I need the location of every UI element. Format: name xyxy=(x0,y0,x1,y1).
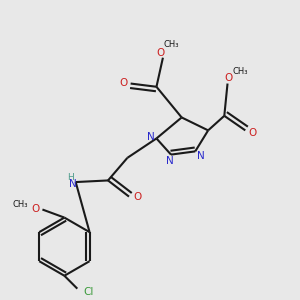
Text: CH₃: CH₃ xyxy=(233,67,248,76)
Text: O: O xyxy=(120,78,128,88)
Text: N: N xyxy=(69,179,77,189)
Text: O: O xyxy=(157,47,165,58)
Text: Cl: Cl xyxy=(83,287,94,297)
Text: O: O xyxy=(248,128,257,138)
Text: N: N xyxy=(197,151,205,161)
Text: O: O xyxy=(224,73,232,83)
Text: CH₃: CH₃ xyxy=(163,40,179,49)
Text: O: O xyxy=(133,192,141,202)
Text: H: H xyxy=(67,173,74,182)
Text: CH₃: CH₃ xyxy=(12,200,28,209)
Text: N: N xyxy=(167,156,174,166)
Text: N: N xyxy=(147,131,154,142)
Text: O: O xyxy=(32,204,40,214)
